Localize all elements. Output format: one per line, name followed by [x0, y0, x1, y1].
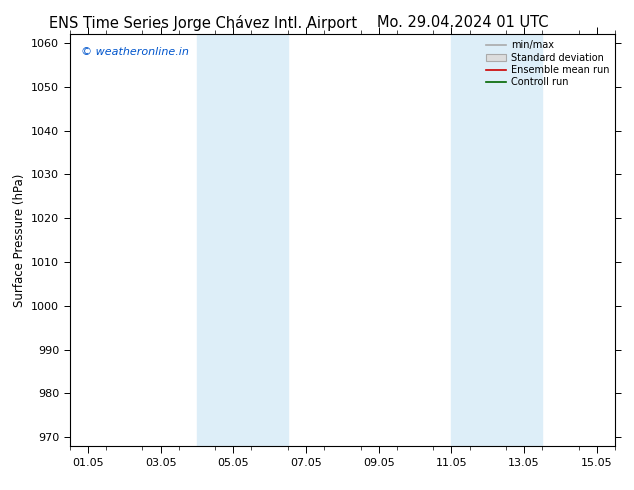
- Y-axis label: Surface Pressure (hPa): Surface Pressure (hPa): [13, 173, 25, 307]
- Bar: [197, 34, 233, 446]
- Bar: [233, 34, 288, 446]
- Bar: [488, 34, 542, 446]
- Text: Mo. 29.04.2024 01 UTC: Mo. 29.04.2024 01 UTC: [377, 15, 548, 30]
- Text: © weatheronline.in: © weatheronline.in: [81, 47, 188, 57]
- Text: ENS Time Series Jorge Chávez Intl. Airport: ENS Time Series Jorge Chávez Intl. Airpo…: [49, 15, 357, 31]
- Legend: min/max, Standard deviation, Ensemble mean run, Controll run: min/max, Standard deviation, Ensemble me…: [482, 36, 613, 91]
- Bar: [451, 34, 488, 446]
